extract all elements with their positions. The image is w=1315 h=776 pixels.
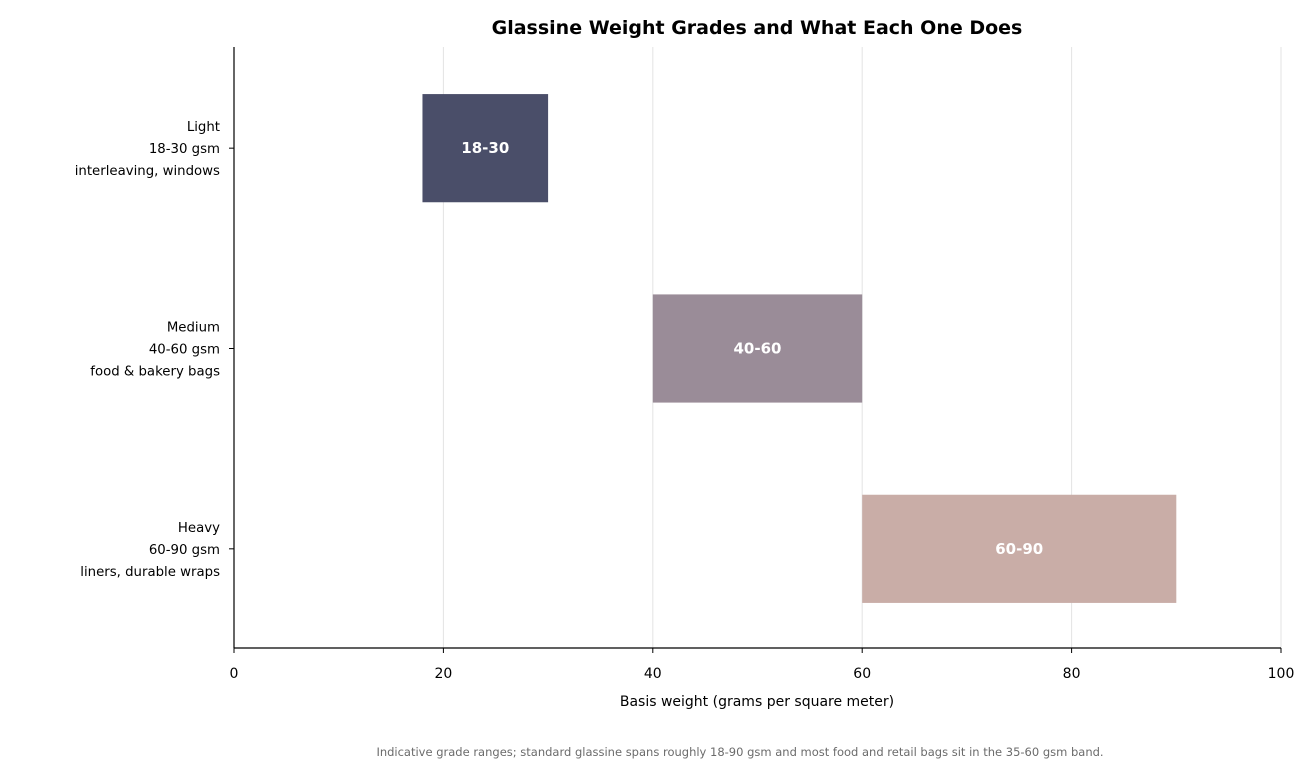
y-category-labels: Light 18-30 gsm interleaving, windows Mediu… (75, 120, 234, 580)
x-tick-label: 100 (1268, 666, 1295, 682)
bar-light (422, 94, 549, 203)
bars: 18-30 40-60 60-90 (422, 94, 1177, 603)
y-category-label-use: liners, durable wraps (80, 565, 220, 580)
x-tick-label: 20 (434, 666, 452, 682)
x-tick-label: 60 (853, 666, 871, 682)
chart-title: Glassine Weight Grades and What Each One… (492, 17, 1023, 39)
x-tick-label: 80 (1063, 666, 1081, 682)
y-category-label-use: interleaving, windows (75, 164, 220, 179)
bar-heavy (862, 494, 1177, 603)
y-category-label-use: food & bakery bags (90, 365, 220, 380)
y-category-label-range-text: 40-60 gsm (149, 343, 220, 358)
x-ticks: 0 20 40 60 80 100 (230, 648, 1295, 682)
x-tick-label: 0 (230, 666, 239, 682)
y-category-label-name: Heavy (178, 521, 220, 536)
bar-medium (652, 294, 863, 403)
bar-value-label: 18-30 (461, 139, 509, 157)
x-tick-label: 40 (644, 666, 662, 682)
y-category-label-range-text: 60-90 gsm (149, 543, 220, 558)
x-axis-label: Basis weight (grams per square meter) (620, 694, 894, 710)
y-category-label-name: Medium (167, 321, 220, 336)
bar-value-label: 40-60 (734, 340, 782, 358)
y-category-label-range-text: 18-30 gsm (149, 142, 220, 157)
y-category-label-name: Light (187, 120, 220, 135)
footnote: Indicative grade ranges; standard glassi… (376, 745, 1103, 759)
bar-value-label: 60-90 (995, 540, 1043, 558)
